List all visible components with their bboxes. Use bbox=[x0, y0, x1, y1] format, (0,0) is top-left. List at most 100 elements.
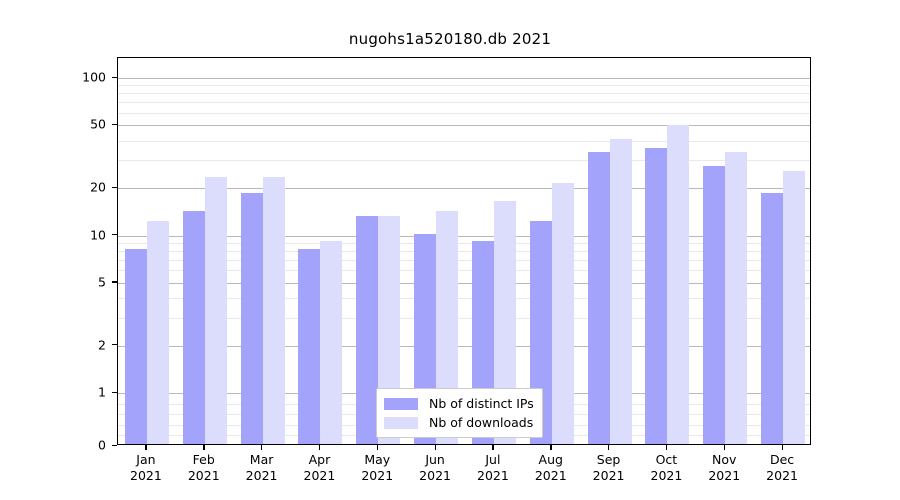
x-tick-label-year: 2021 bbox=[361, 468, 394, 483]
y-tick-label: 5 bbox=[98, 274, 106, 290]
x-tick-label-year: 2021 bbox=[534, 468, 567, 483]
bar bbox=[725, 151, 748, 444]
chart-legend: Nb of distinct IPs Nb of downloads bbox=[376, 388, 543, 438]
gridline-major bbox=[118, 235, 810, 237]
bar bbox=[667, 124, 690, 444]
x-tick-label-year: 2021 bbox=[477, 468, 509, 483]
x-tick-label: Mar 2021 bbox=[227, 452, 297, 484]
x-tick-label-year: 2021 bbox=[303, 468, 336, 483]
bar bbox=[240, 193, 263, 444]
y-tick-label: 10 bbox=[90, 227, 106, 242]
x-tick-label-month: Dec bbox=[769, 452, 795, 467]
x-tick-label-month: Mar bbox=[249, 452, 274, 467]
x-tick-label-month: Aug bbox=[538, 452, 563, 467]
gridline-major bbox=[118, 125, 810, 127]
x-tick-label-month: May bbox=[364, 452, 391, 467]
legend-item[interactable]: Nb of downloads bbox=[384, 413, 534, 432]
y-tick-label: 100 bbox=[82, 69, 106, 85]
x-tick-label: Jul 2021 bbox=[458, 452, 528, 484]
bar bbox=[124, 248, 147, 444]
bar bbox=[587, 151, 610, 444]
x-tick-label: Dec 2021 bbox=[747, 452, 817, 484]
gridline-minor bbox=[118, 140, 810, 142]
x-tick-label: Nov 2021 bbox=[689, 452, 759, 484]
bar bbox=[645, 147, 668, 444]
legend-label: Nb of distinct IPs bbox=[429, 396, 534, 411]
x-tick-label-year: 2021 bbox=[650, 468, 683, 483]
x-tick-label-month: Jul bbox=[485, 452, 501, 467]
x-tick-label: Feb 2021 bbox=[169, 452, 239, 484]
y-tick-label: 50 bbox=[90, 116, 106, 132]
x-tick-label-year: 2021 bbox=[419, 468, 451, 483]
y-tick-label: 1 bbox=[98, 384, 106, 400]
x-tick-mark bbox=[608, 445, 610, 450]
bar bbox=[204, 176, 227, 444]
x-tick-label-month: Oct bbox=[655, 452, 678, 467]
x-tick-label-month: Sep bbox=[596, 452, 621, 467]
gridline-minor bbox=[118, 93, 810, 95]
legend-item[interactable]: Nb of distinct IPs bbox=[384, 394, 534, 413]
x-tick-mark bbox=[550, 445, 552, 450]
x-tick-label-month: Feb bbox=[192, 452, 215, 467]
bar bbox=[182, 210, 205, 444]
gridline-minor bbox=[118, 270, 810, 272]
x-tick-label-year: 2021 bbox=[187, 468, 220, 483]
y-tick-mark bbox=[112, 123, 117, 126]
x-tick-mark bbox=[318, 445, 321, 450]
bar bbox=[551, 182, 574, 444]
bar bbox=[298, 248, 321, 444]
x-tick-label: May 2021 bbox=[342, 452, 412, 484]
y-tick-mark bbox=[112, 344, 117, 346]
bar bbox=[262, 176, 285, 444]
bar bbox=[146, 221, 169, 444]
x-tick-label-month: Jun bbox=[425, 452, 445, 467]
gridline-major bbox=[118, 78, 810, 79]
x-tick-label: Apr 2021 bbox=[284, 452, 354, 484]
bar bbox=[703, 165, 726, 444]
x-tick-label-year: 2021 bbox=[708, 468, 741, 483]
gridline-major bbox=[118, 282, 810, 284]
chart-title: nugohs1a520180.db 2021 bbox=[348, 30, 552, 48]
bar bbox=[436, 210, 459, 444]
bar bbox=[493, 201, 516, 444]
y-tick-label: 0 bbox=[98, 437, 106, 453]
gridline-minor bbox=[118, 112, 810, 114]
x-tick-label: Jun 2021 bbox=[400, 452, 470, 484]
gridline-major bbox=[118, 345, 810, 347]
x-tick-mark bbox=[781, 445, 783, 450]
plot-area bbox=[117, 57, 811, 445]
bar bbox=[378, 215, 401, 444]
gridline-minor bbox=[118, 250, 810, 252]
gridline-minor bbox=[118, 242, 810, 244]
x-tick-label-year: 2021 bbox=[130, 468, 162, 483]
x-tick-label-month: Apr bbox=[308, 452, 331, 467]
x-tick-label: Jan 2021 bbox=[111, 452, 181, 484]
y-tick-label: 2 bbox=[98, 337, 106, 353]
x-tick-mark bbox=[203, 445, 205, 450]
x-tick-mark bbox=[434, 445, 436, 450]
gridline-minor bbox=[118, 160, 810, 162]
gridline-major bbox=[118, 188, 810, 190]
x-tick-label: Sep 2021 bbox=[574, 452, 644, 484]
x-tick-mark bbox=[723, 445, 726, 450]
x-tick-mark bbox=[665, 445, 668, 450]
x-tick-label: Oct 2021 bbox=[631, 452, 701, 484]
legend-swatch bbox=[384, 416, 418, 429]
x-tick-mark bbox=[376, 445, 379, 450]
x-tick-mark bbox=[261, 445, 263, 450]
gridline-minor bbox=[118, 85, 810, 87]
gridline-minor bbox=[118, 298, 810, 300]
y-tick-mark bbox=[112, 281, 117, 283]
x-tick-mark bbox=[492, 445, 494, 450]
y-tick-mark bbox=[112, 234, 117, 236]
x-tick-label-year: 2021 bbox=[592, 468, 625, 483]
legend-swatch bbox=[384, 397, 418, 410]
y-tick-mark bbox=[112, 76, 117, 78]
bar bbox=[356, 215, 379, 444]
y-tick-mark bbox=[112, 186, 117, 188]
x-tick-mark bbox=[145, 445, 147, 450]
x-tick-label-year: 2021 bbox=[245, 468, 278, 483]
x-tick-label-year: 2021 bbox=[766, 468, 798, 483]
bar bbox=[320, 240, 343, 444]
